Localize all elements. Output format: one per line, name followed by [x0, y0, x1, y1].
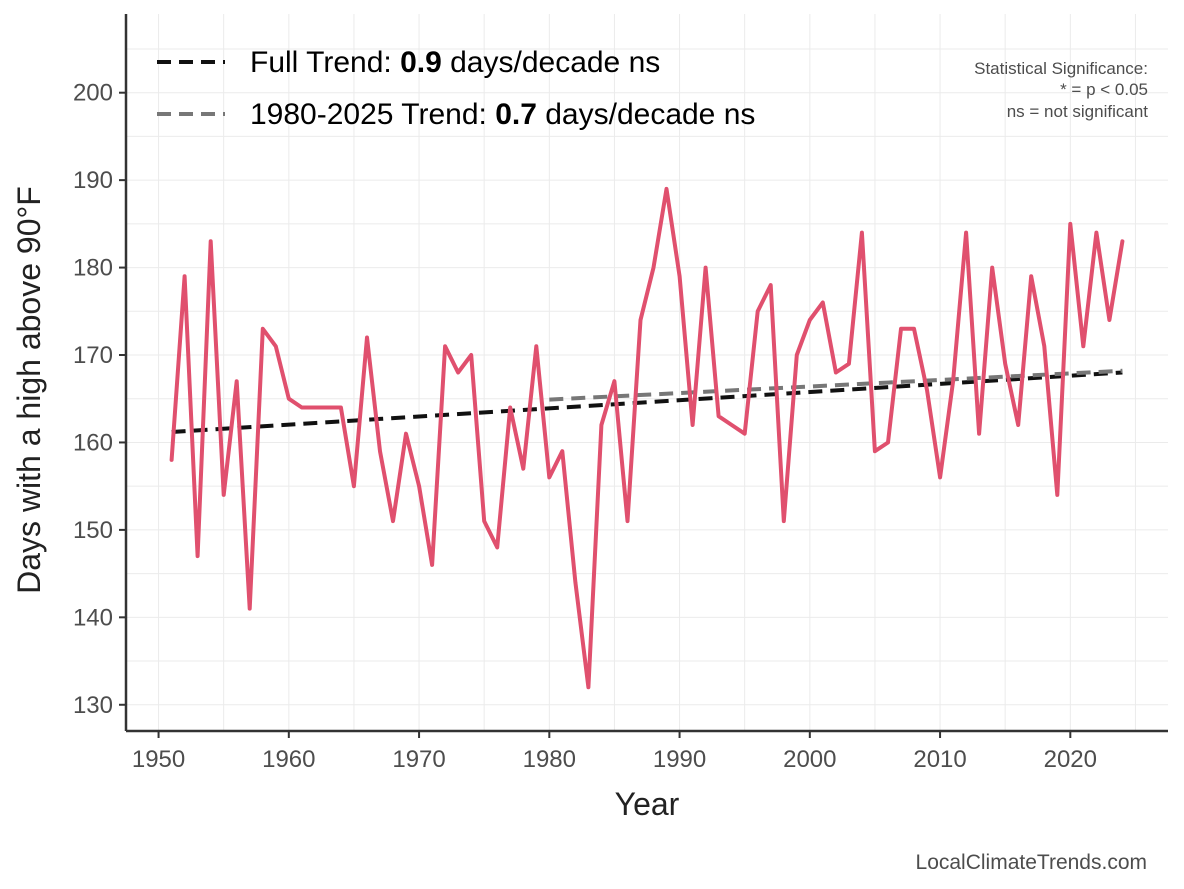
x-tick-label: 1950: [132, 746, 185, 773]
series-line: [169, 186, 1125, 690]
significance-note-line-3: ns = not significant: [1007, 102, 1149, 121]
credit-text: LocalClimateTrends.com: [916, 851, 1147, 874]
y-axis-title: Days with a high above 90°F: [11, 186, 47, 594]
significance-note: Statistical Significance: * = p < 0.05 n…: [974, 59, 1148, 121]
y-tick-label: 170: [73, 342, 113, 369]
x-tick-label: 1980: [523, 746, 576, 773]
data-series: [169, 186, 1125, 690]
y-tick-label: 140: [73, 604, 113, 631]
y-tick-label: 200: [73, 80, 113, 107]
x-axis-title: Year: [615, 786, 680, 822]
grid-lines: [126, 14, 1168, 731]
y-tick-label: 150: [73, 517, 113, 544]
y-tick-label: 130: [73, 692, 113, 719]
y-tick-label: 180: [73, 255, 113, 282]
x-ticks: 1950 1960 1970 1980 1990 2000 2010 2020: [132, 731, 1097, 773]
significance-note-line-2: * = p < 0.05: [1060, 80, 1148, 99]
x-tick-label: 2010: [913, 746, 966, 773]
y-ticks: 130 140 150 160 170 180 190 200: [73, 80, 126, 719]
x-tick-label: 2020: [1044, 746, 1097, 773]
x-tick-label: 1990: [653, 746, 706, 773]
y-tick-label: 160: [73, 429, 113, 456]
recent-trend-line: [549, 368, 1123, 402]
y-tick-label: 190: [73, 167, 113, 194]
significance-note-line-1: Statistical Significance:: [974, 59, 1148, 78]
legend: Full Trend: 0.9 days/decade ns 1980-2025…: [157, 46, 755, 131]
x-tick-label: 2000: [783, 746, 836, 773]
x-tick-label: 1970: [392, 746, 445, 773]
trend-lines: [171, 368, 1123, 434]
full-trend-line: [171, 370, 1123, 434]
x-tick-label: 1960: [262, 746, 315, 773]
legend-label-full-trend: Full Trend: 0.9 days/decade ns: [250, 46, 660, 79]
axes: [124, 14, 1168, 733]
legend-label-recent-trend: 1980-2025 Trend: 0.7 days/decade ns: [250, 98, 755, 131]
